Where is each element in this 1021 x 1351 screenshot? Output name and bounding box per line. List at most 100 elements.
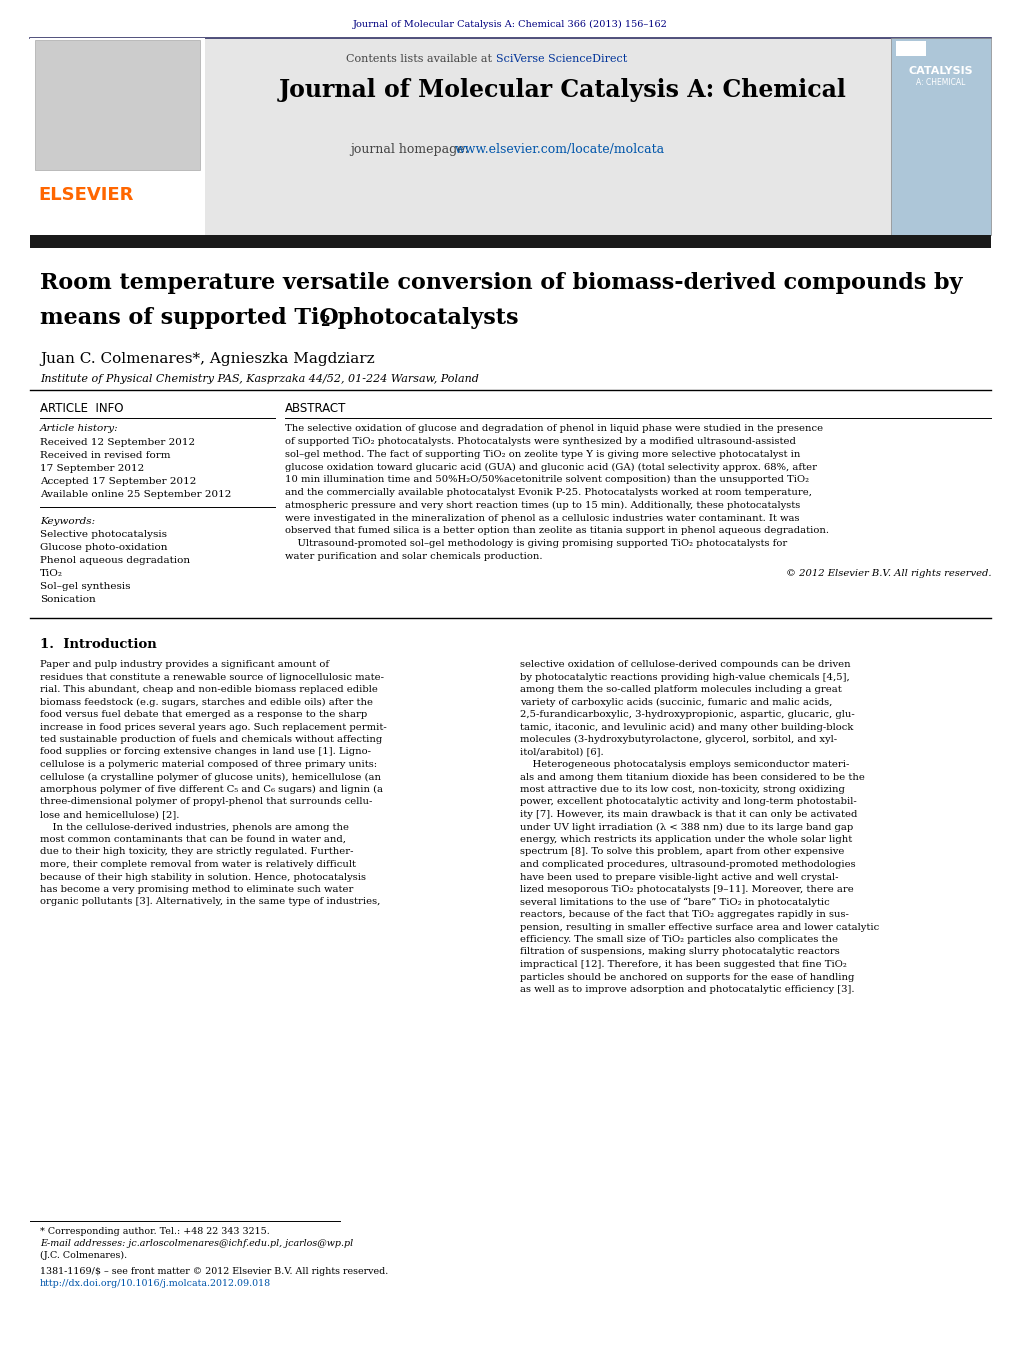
Text: particles should be anchored on supports for the ease of handling: particles should be anchored on supports…: [520, 973, 855, 981]
Text: cellulose is a polymeric material composed of three primary units:: cellulose is a polymeric material compos…: [40, 761, 377, 769]
Text: most attractive due to its low cost, non-toxicity, strong oxidizing: most attractive due to its low cost, non…: [520, 785, 844, 794]
Text: http://dx.doi.org/10.1016/j.molcata.2012.09.018: http://dx.doi.org/10.1016/j.molcata.2012…: [40, 1279, 272, 1288]
Text: Sol–gel synthesis: Sol–gel synthesis: [40, 582, 131, 590]
Text: journal homepage:: journal homepage:: [350, 143, 473, 155]
Text: Phenol aqueous degradation: Phenol aqueous degradation: [40, 557, 190, 565]
Text: Received in revised form: Received in revised form: [40, 451, 171, 459]
Text: efficiency. The small size of TiO₂ particles also complicates the: efficiency. The small size of TiO₂ parti…: [520, 935, 838, 944]
Text: lized mesoporous TiO₂ photocatalysts [9–11]. Moreover, there are: lized mesoporous TiO₂ photocatalysts [9–…: [520, 885, 854, 894]
Text: * Corresponding author. Tel.: +48 22 343 3215.: * Corresponding author. Tel.: +48 22 343…: [40, 1227, 270, 1236]
Text: and complicated procedures, ultrasound-promoted methodologies: and complicated procedures, ultrasound-p…: [520, 861, 856, 869]
Text: by photocatalytic reactions providing high-value chemicals [4,5],: by photocatalytic reactions providing hi…: [520, 673, 849, 681]
Text: amorphous polymer of five different C₅ and C₆ sugars) and lignin (a: amorphous polymer of five different C₅ a…: [40, 785, 383, 794]
Text: pension, resulting in smaller effective surface area and lower catalytic: pension, resulting in smaller effective …: [520, 923, 879, 931]
Bar: [896, 41, 926, 55]
Text: most common contaminants that can be found in water and,: most common contaminants that can be fou…: [40, 835, 346, 844]
Text: increase in food prices several years ago. Such replacement permit-: increase in food prices several years ag…: [40, 723, 387, 731]
Text: 2,5-furandicarboxylic, 3-hydroxypropionic, aspartic, glucaric, glu-: 2,5-furandicarboxylic, 3-hydroxypropioni…: [520, 711, 855, 719]
Text: selective oxidation of cellulose-derived compounds can be driven: selective oxidation of cellulose-derived…: [520, 661, 850, 669]
Text: Sonication: Sonication: [40, 594, 96, 604]
Text: and the commercially available photocatalyst Evonik P-25. Photocatalysts worked : and the commercially available photocata…: [285, 488, 812, 497]
Text: biomass feedstock (e.g. sugars, starches and edible oils) after the: biomass feedstock (e.g. sugars, starches…: [40, 697, 373, 707]
Text: observed that fumed silica is a better option than zeolite as titania support in: observed that fumed silica is a better o…: [285, 527, 829, 535]
Text: A: CHEMICAL: A: CHEMICAL: [916, 78, 966, 86]
Text: 1381-1169/$ – see front matter © 2012 Elsevier B.V. All rights reserved.: 1381-1169/$ – see front matter © 2012 El…: [40, 1267, 388, 1275]
Text: energy, which restricts its application under the whole solar light: energy, which restricts its application …: [520, 835, 853, 844]
Text: atmospheric pressure and very short reaction times (up to 15 min). Additionally,: atmospheric pressure and very short reac…: [285, 501, 800, 509]
Bar: [35, 41, 200, 170]
Text: SciVerse ScienceDirect: SciVerse ScienceDirect: [495, 54, 627, 63]
Text: because of their high stability in solution. Hence, photocatalysis: because of their high stability in solut…: [40, 873, 366, 881]
Text: under UV light irradiation (λ < 388 nm) due to its large band gap: under UV light irradiation (λ < 388 nm) …: [520, 823, 854, 832]
Text: Received 12 September 2012: Received 12 September 2012: [40, 438, 195, 447]
Bar: [30, 38, 205, 235]
Text: Accepted 17 September 2012: Accepted 17 September 2012: [40, 477, 196, 486]
Text: photocatalysts: photocatalysts: [330, 307, 519, 330]
Text: ted sustainable production of fuels and chemicals without affecting: ted sustainable production of fuels and …: [40, 735, 382, 744]
Text: Keywords:: Keywords:: [40, 517, 95, 526]
Text: TiO₂: TiO₂: [40, 569, 63, 578]
Bar: [891, 38, 991, 235]
Text: has become a very promising method to eliminate such water: has become a very promising method to el…: [40, 885, 353, 894]
Text: spectrum [8]. To solve this problem, apart from other expensive: spectrum [8]. To solve this problem, apa…: [520, 847, 844, 857]
Text: glucose oxidation toward glucaric acid (GUA) and gluconic acid (GA) (total selec: glucose oxidation toward glucaric acid (…: [285, 462, 817, 471]
Text: Contents lists available at: Contents lists available at: [346, 54, 495, 63]
Text: ABSTRACT: ABSTRACT: [285, 403, 346, 415]
Text: als and among them titanium dioxide has been considered to be the: als and among them titanium dioxide has …: [520, 773, 865, 781]
Text: food versus fuel debate that emerged as a response to the sharp: food versus fuel debate that emerged as …: [40, 711, 368, 719]
Text: power, excellent photocatalytic activity and long-term photostabil-: power, excellent photocatalytic activity…: [520, 797, 857, 807]
Text: In the cellulose-derived industries, phenols are among the: In the cellulose-derived industries, phe…: [40, 823, 349, 831]
Text: Available online 25 September 2012: Available online 25 September 2012: [40, 490, 232, 499]
Text: Paper and pulp industry provides a significant amount of: Paper and pulp industry provides a signi…: [40, 661, 329, 669]
Text: 10 min illumination time and 50%H₂O/50%acetonitrile solvent composition) than th: 10 min illumination time and 50%H₂O/50%a…: [285, 476, 809, 484]
Text: E-mail addresses: jc.arloscolmenares@ichf.edu.pl, jcarlos@wp.pl: E-mail addresses: jc.arloscolmenares@ich…: [40, 1239, 353, 1248]
Text: Selective photocatalysis: Selective photocatalysis: [40, 530, 167, 539]
Text: impractical [12]. Therefore, it has been suggested that fine TiO₂: impractical [12]. Therefore, it has been…: [520, 961, 846, 969]
Text: (J.C. Colmenares).: (J.C. Colmenares).: [40, 1251, 128, 1260]
Text: reactors, because of the fact that TiO₂ aggregates rapidly in sus-: reactors, because of the fact that TiO₂ …: [520, 911, 848, 919]
Text: Juan C. Colmenares*, Agnieszka Magdziarz: Juan C. Colmenares*, Agnieszka Magdziarz: [40, 353, 375, 366]
Text: molecules (3-hydroxybutyrolactone, glycerol, sorbitol, and xyl-: molecules (3-hydroxybutyrolactone, glyce…: [520, 735, 837, 744]
Text: 1.  Introduction: 1. Introduction: [40, 638, 157, 651]
Text: ELSEVIER: ELSEVIER: [38, 186, 134, 204]
Text: CATALYSIS: CATALYSIS: [909, 66, 973, 76]
Text: Journal of Molecular Catalysis A: Chemical 366 (2013) 156–162: Journal of Molecular Catalysis A: Chemic…: [353, 20, 668, 30]
Text: filtration of suspensions, making slurry photocatalytic reactors: filtration of suspensions, making slurry…: [520, 947, 839, 957]
Text: food supplies or forcing extensive changes in land use [1]. Ligno-: food supplies or forcing extensive chang…: [40, 747, 371, 757]
Text: Heterogeneous photocatalysis employs semiconductor materi-: Heterogeneous photocatalysis employs sem…: [520, 761, 849, 769]
Text: were investigated in the mineralization of phenol as a cellulosic industries wat: were investigated in the mineralization …: [285, 513, 799, 523]
Text: means of supported TiO: means of supported TiO: [40, 307, 339, 330]
Text: ity [7]. However, its main drawback is that it can only be activated: ity [7]. However, its main drawback is t…: [520, 811, 858, 819]
Text: Room temperature versatile conversion of biomass-derived compounds by: Room temperature versatile conversion of…: [40, 272, 963, 295]
Text: Ultrasound-promoted sol–gel methodology is giving promising supported TiO₂ photo: Ultrasound-promoted sol–gel methodology …: [285, 539, 787, 549]
Text: several limitations to the use of “bare” TiO₂ in photocatalytic: several limitations to the use of “bare”…: [520, 897, 830, 907]
Text: Article history:: Article history:: [40, 424, 118, 434]
Text: tamic, itaconic, and levulinic acid) and many other building-block: tamic, itaconic, and levulinic acid) and…: [520, 723, 854, 732]
Text: The selective oxidation of glucose and degradation of phenol in liquid phase wer: The selective oxidation of glucose and d…: [285, 424, 823, 434]
Text: Institute of Physical Chemistry PAS, Kasprzaka 44/52, 01-224 Warsaw, Poland: Institute of Physical Chemistry PAS, Kas…: [40, 374, 479, 384]
Text: rial. This abundant, cheap and non-edible biomass replaced edible: rial. This abundant, cheap and non-edibl…: [40, 685, 378, 694]
Text: organic pollutants [3]. Alternatively, in the same type of industries,: organic pollutants [3]. Alternatively, i…: [40, 897, 381, 907]
Text: as well as to improve adsorption and photocatalytic efficiency [3].: as well as to improve adsorption and pho…: [520, 985, 855, 994]
Text: lose and hemicellulose) [2].: lose and hemicellulose) [2].: [40, 811, 180, 819]
Text: three-dimensional polymer of propyl-phenol that surrounds cellu-: three-dimensional polymer of propyl-phen…: [40, 797, 373, 807]
Text: 17 September 2012: 17 September 2012: [40, 463, 144, 473]
Text: cellulose (a crystalline polymer of glucose units), hemicellulose (an: cellulose (a crystalline polymer of gluc…: [40, 773, 381, 782]
Text: itol/arabitol) [6].: itol/arabitol) [6].: [520, 747, 603, 757]
Text: more, their complete removal from water is relatively difficult: more, their complete removal from water …: [40, 861, 356, 869]
Text: have been used to prepare visible-light active and well crystal-: have been used to prepare visible-light …: [520, 873, 838, 881]
Text: variety of carboxylic acids (succinic, fumaric and malic acids,: variety of carboxylic acids (succinic, f…: [520, 697, 832, 707]
Bar: [30, 235, 991, 249]
Text: water purification and solar chemicals production.: water purification and solar chemicals p…: [285, 553, 542, 561]
Text: 2: 2: [320, 315, 330, 330]
Text: residues that constitute a renewable source of lignocellulosic mate-: residues that constitute a renewable sou…: [40, 673, 384, 681]
Bar: [30, 38, 991, 235]
Text: ARTICLE  INFO: ARTICLE INFO: [40, 403, 124, 415]
Text: of supported TiO₂ photocatalysts. Photocatalysts were synthesized by a modified : of supported TiO₂ photocatalysts. Photoc…: [285, 436, 796, 446]
Text: © 2012 Elsevier B.V. All rights reserved.: © 2012 Elsevier B.V. All rights reserved…: [785, 569, 991, 578]
Text: among them the so-called platform molecules including a great: among them the so-called platform molecu…: [520, 685, 841, 694]
Text: Glucose photo-oxidation: Glucose photo-oxidation: [40, 543, 167, 553]
Text: due to their high toxicity, they are strictly regulated. Further-: due to their high toxicity, they are str…: [40, 847, 353, 857]
Text: sol–gel method. The fact of supporting TiO₂ on zeolite type Y is giving more sel: sol–gel method. The fact of supporting T…: [285, 450, 800, 458]
Text: Journal of Molecular Catalysis A: Chemical: Journal of Molecular Catalysis A: Chemic…: [279, 78, 847, 101]
